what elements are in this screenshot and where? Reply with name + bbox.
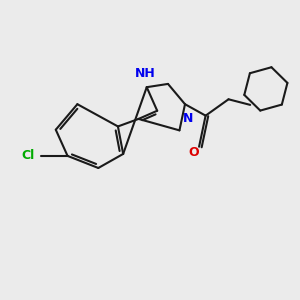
Text: Cl: Cl <box>22 149 35 162</box>
Text: NH: NH <box>135 67 156 80</box>
Text: N: N <box>183 112 193 125</box>
Text: O: O <box>188 146 199 158</box>
